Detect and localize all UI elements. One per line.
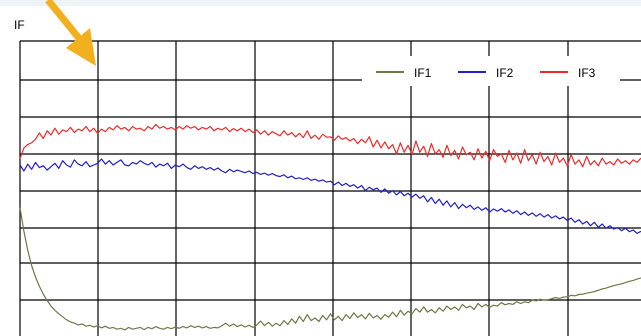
y-axis-label: IF <box>14 18 25 32</box>
series-line-if1 <box>19 207 641 331</box>
series-line-if2 <box>19 158 641 234</box>
legend-label-if1: IF1 <box>414 66 432 80</box>
window-top-band <box>0 0 641 6</box>
legend-box <box>362 56 620 86</box>
arrow-head <box>66 28 96 66</box>
arrow-shaft <box>45 0 85 45</box>
legend-label-if3: IF3 <box>578 66 596 80</box>
series-line-if3 <box>19 123 641 168</box>
legend-label-if2: IF2 <box>496 66 514 80</box>
